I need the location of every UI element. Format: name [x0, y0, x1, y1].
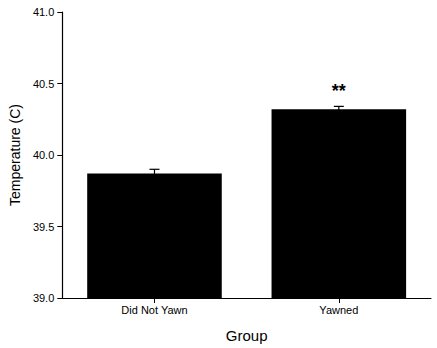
svg-text:Temperature (C): Temperature (C): [7, 104, 23, 206]
svg-text:41.0: 41.0: [33, 6, 54, 18]
svg-text:**: **: [332, 81, 346, 101]
svg-text:39.0: 39.0: [33, 292, 54, 304]
svg-text:39.5: 39.5: [33, 221, 54, 233]
svg-text:Yawned: Yawned: [319, 304, 358, 316]
svg-text:40.5: 40.5: [33, 78, 54, 90]
svg-text:Group: Group: [226, 327, 268, 344]
svg-text:Did Not Yawn: Did Not Yawn: [121, 304, 187, 316]
svg-text:40.0: 40.0: [33, 149, 54, 161]
